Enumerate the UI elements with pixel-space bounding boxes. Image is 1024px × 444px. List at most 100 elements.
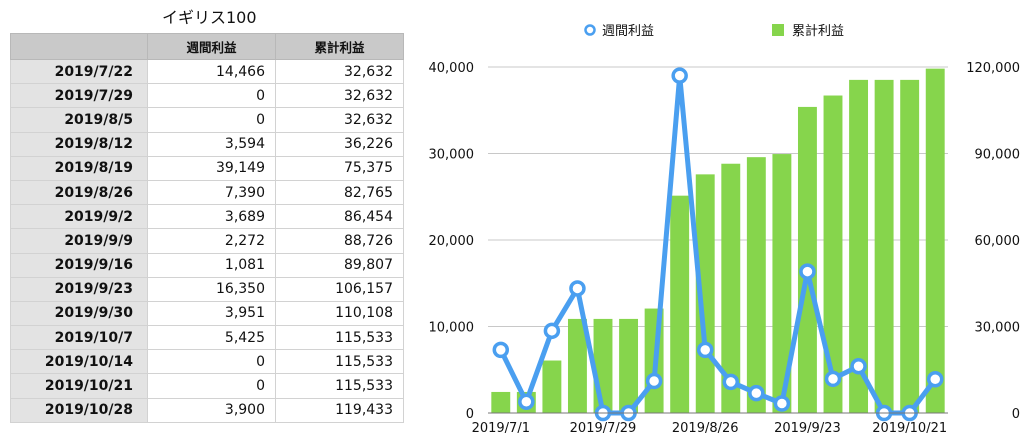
table-row: 2019/9/2 3,689 86,454 (10, 204, 404, 230)
line-point (696, 341, 714, 359)
y-right-tick-label: 60,000 (975, 234, 1021, 249)
y-left-tick-label: 20,000 (429, 234, 475, 249)
row-date: 2019/9/30 (10, 300, 148, 327)
row-weekly-profit: 1,081 (147, 252, 276, 278)
row-cumulative-profit: 115,533 (275, 373, 404, 399)
legend-label: 累計利益 (792, 23, 844, 39)
row-weekly-profit: 0 (147, 83, 276, 109)
bar (823, 95, 843, 413)
line-point (518, 393, 535, 411)
x-tick-label: 2019/9/23 (774, 421, 841, 436)
table-title: イギリス100 (162, 8, 257, 27)
line-point (543, 322, 561, 340)
bar (542, 360, 562, 413)
header-cumulative-profit: 累計利益 (275, 33, 404, 60)
line-point (824, 370, 842, 388)
row-cumulative-profit: 86,454 (275, 204, 404, 230)
bar (746, 157, 766, 413)
row-cumulative-profit: 115,533 (275, 325, 404, 351)
row-cumulative-profit: 75,375 (275, 155, 404, 181)
x-tick-label: 2019/7/29 (570, 421, 637, 436)
bar (619, 318, 639, 413)
weekly-profit-line (498, 73, 938, 416)
x-tick-label: 2019/8/26 (672, 421, 739, 436)
x-tick-label: 2019/7/1 (472, 421, 530, 436)
y-left-tick-label: 30,000 (429, 148, 475, 163)
row-weekly-profit: 3,594 (147, 131, 276, 157)
x-tick-label: 2019/10/21 (872, 421, 947, 436)
axes: 0 0 10,000 30,000 20,000 60,000 30,000 90,000 40… (429, 61, 1021, 436)
table-row: 2019/7/22 14,466 32,632 (10, 58, 404, 85)
bar (874, 79, 894, 413)
row-cumulative-profit: 32,632 (275, 83, 404, 109)
row-date: 2019/10/7 (10, 325, 148, 351)
bar (925, 68, 945, 413)
line-point (850, 358, 867, 375)
line-point (645, 372, 663, 390)
y-left-tick-label: 40,000 (429, 61, 475, 76)
row-weekly-profit: 0 (147, 373, 276, 399)
bar (721, 163, 741, 413)
legend-label: 週間利益 (602, 24, 654, 39)
y-left-tick-label: 0 (466, 407, 474, 422)
row-cumulative-profit: 89,807 (275, 252, 404, 278)
row-date: 2019/7/29 (10, 83, 148, 109)
row-cumulative-profit: 119,433 (275, 397, 404, 423)
cumulative-bars (491, 68, 945, 413)
table-row: 2019/7/29 0 32,632 (10, 83, 404, 109)
bar (567, 318, 587, 413)
row-date: 2019/10/14 (10, 349, 148, 375)
row-weekly-profit: 14,466 (147, 58, 276, 85)
profit-chart: 週間利益 累計利益 0 0 10,000 30,000 20,000 60,000 30,00… (429, 23, 1021, 436)
row-cumulative-profit: 106,157 (275, 276, 404, 302)
row-weekly-profit: 0 (147, 107, 276, 133)
row-weekly-profit: 3,689 (147, 204, 276, 230)
table-row: 2019/8/5 0 32,632 (10, 107, 404, 133)
row-weekly-profit: 16,350 (147, 276, 276, 302)
row-weekly-profit: 3,900 (147, 397, 276, 423)
bar (491, 391, 511, 413)
line-point (722, 373, 740, 391)
table-row: 2019/9/16 1,081 89,807 (10, 252, 404, 278)
line-point (773, 395, 791, 412)
row-date: 2019/9/23 (10, 276, 148, 302)
row-cumulative-profit: 32,632 (275, 58, 404, 85)
table-row: 2019/10/21 0 115,533 (10, 373, 404, 399)
profit-table: 週間利益 累計利益 2019/7/22 14,466 32,632 2019/7/29… (10, 33, 404, 423)
bar (797, 106, 817, 413)
line-point (748, 384, 765, 402)
y-right-tick-label: 0 (1012, 407, 1020, 422)
bar (900, 79, 920, 413)
row-cumulative-profit: 32,632 (275, 107, 404, 133)
row-date: 2019/9/2 (10, 204, 148, 230)
y-right-tick-label: 120,000 (966, 61, 1020, 76)
table-row: 2019/8/19 39,149 75,375 (10, 155, 404, 181)
table-row: 2019/9/9 2,272 88,726 (10, 228, 404, 254)
row-weekly-profit: 7,390 (147, 179, 276, 206)
bar (772, 154, 792, 413)
row-cumulative-profit: 88,726 (275, 228, 404, 254)
table-row: 2019/8/12 3,594 36,226 (10, 131, 404, 157)
header-date (10, 33, 148, 60)
row-date: 2019/9/16 (10, 252, 148, 278)
table-header-row: 週間利益 累計利益 (10, 33, 404, 60)
bar (849, 79, 869, 413)
row-date: 2019/8/26 (10, 179, 148, 206)
table-row: 2019/10/28 3,900 119,433 (10, 397, 404, 423)
row-date: 2019/8/12 (10, 131, 148, 157)
chart-legend: 週間利益 累計利益 (584, 23, 844, 39)
row-date: 2019/7/22 (10, 58, 148, 85)
weekly-line (492, 67, 944, 422)
y-right-tick-label: 30,000 (975, 321, 1021, 336)
row-date: 2019/10/28 (10, 397, 148, 423)
row-cumulative-profit: 110,108 (275, 300, 404, 327)
row-date: 2019/9/9 (10, 228, 148, 254)
table-row: 2019/9/23 16,350 106,157 (10, 276, 404, 302)
line-point (492, 341, 510, 359)
line-point (926, 371, 944, 388)
table-row: 2019/10/14 0 115,533 (10, 349, 404, 375)
row-weekly-profit: 2,272 (147, 228, 276, 254)
header-weekly-profit: 週間利益 (147, 33, 276, 60)
table-row: 2019/9/30 3,951 110,108 (10, 300, 404, 327)
row-date: 2019/8/19 (10, 155, 148, 181)
